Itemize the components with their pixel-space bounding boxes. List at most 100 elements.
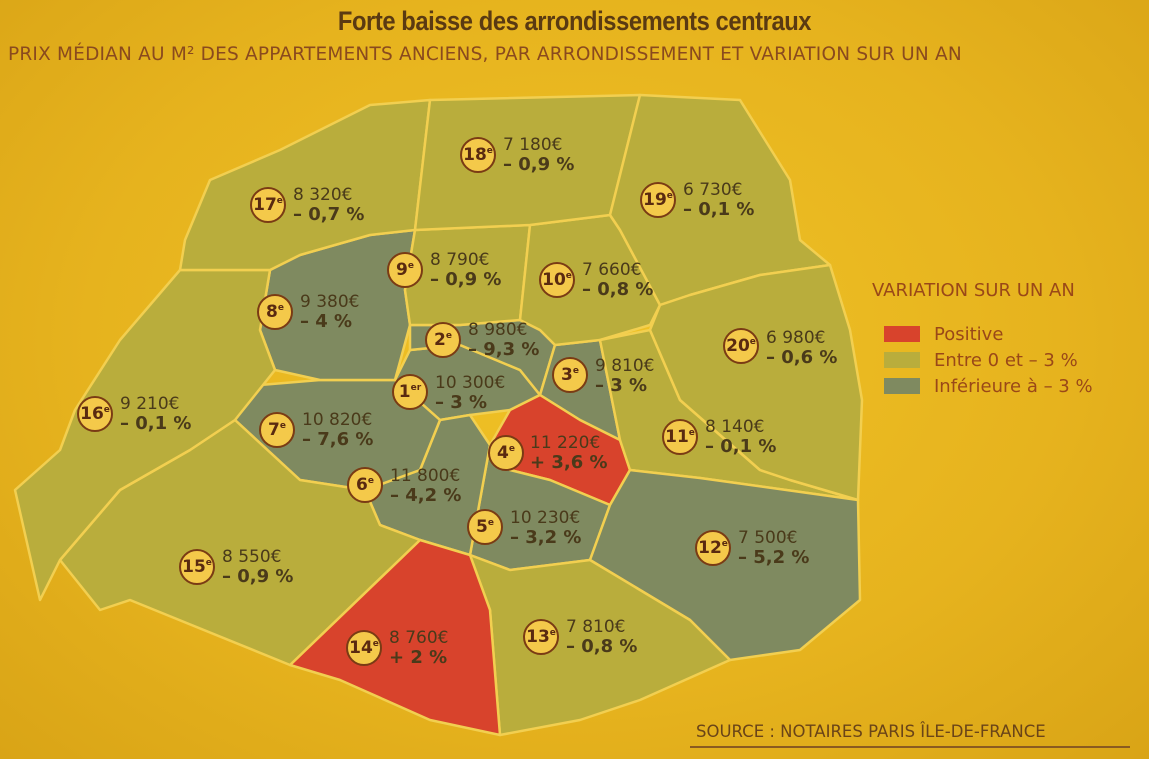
- district-price: 8 790€: [430, 250, 490, 270]
- district-price: 11 220€: [530, 433, 601, 453]
- district-suffix: e: [666, 191, 673, 201]
- district-price: 7 500€: [738, 528, 798, 548]
- district-label-19: 6 730€ – 0,1 %: [683, 180, 754, 220]
- district-variation: – 0,9 %: [430, 269, 502, 290]
- district-price: 6 980€: [766, 328, 826, 348]
- district-suffix: e: [487, 518, 494, 528]
- district-number: 8: [266, 302, 278, 322]
- district-variation: – 0,6 %: [766, 347, 838, 368]
- district-label-6: 11 800€ – 4,2 %: [390, 466, 461, 506]
- district-badge-20: 20 e: [723, 328, 759, 364]
- district-price: 8 760€: [389, 628, 449, 648]
- district-14: [288, 538, 502, 737]
- district-suffix: e: [572, 366, 579, 376]
- district-variation: – 3,2 %: [510, 527, 582, 548]
- legend-label: Inférieure à – 3 %: [934, 375, 1093, 397]
- legend-swatch: [884, 378, 920, 394]
- district-suffix: e: [549, 628, 556, 638]
- legend-swatch: [884, 326, 920, 342]
- district-suffix: e: [205, 558, 212, 568]
- district-suffix: e: [445, 331, 452, 341]
- district-number: 17: [253, 195, 277, 215]
- district-price: 8 550€: [222, 547, 282, 567]
- district-variation: – 3 %: [435, 392, 488, 413]
- legend-item-positive: Positive: [872, 321, 1093, 347]
- district-badge-19: 19 e: [640, 182, 676, 218]
- district-suffix: e: [508, 444, 515, 454]
- district-label-20: 6 980€ – 0,6 %: [766, 328, 837, 368]
- source-divider: [690, 746, 1130, 748]
- district-variation: – 4,2 %: [390, 485, 462, 506]
- district-badge-18: 18 e: [460, 137, 496, 173]
- district-number: 4: [497, 443, 509, 463]
- legend: VARIATION SUR UN AN Positive Entre 0 et …: [872, 280, 1093, 399]
- district-label-7: 10 820€ – 7,6 %: [302, 410, 373, 450]
- district-suffix: e: [372, 639, 379, 649]
- district-number: 15: [182, 557, 206, 577]
- legend-label: Entre 0 et – 3 %: [934, 349, 1078, 371]
- district-price: 6 730€: [683, 180, 743, 200]
- district-price: 8 980€: [468, 320, 528, 340]
- district-badge-14: 14 e: [346, 630, 382, 666]
- district-price: 10 230€: [510, 508, 581, 528]
- district-variation: – 0,8 %: [582, 279, 654, 300]
- district-number: 19: [643, 190, 667, 210]
- district-badge-12: 12 e: [695, 530, 731, 566]
- district-number: 13: [526, 627, 550, 647]
- district-suffix: e: [103, 405, 110, 415]
- legend-item-mid: Entre 0 et – 3 %: [872, 347, 1093, 373]
- district-number: 20: [726, 336, 750, 356]
- district-number: 9: [396, 260, 408, 280]
- district-badge-10: 10 e: [539, 262, 575, 298]
- district-number: 10: [542, 270, 566, 290]
- district-variation: + 3,6 %: [530, 452, 608, 473]
- district-price: 7 180€: [503, 135, 563, 155]
- district-label-12: 7 500€ – 5,2 %: [738, 528, 809, 568]
- district-label-2: 8 980€ – 9,3 %: [468, 320, 539, 360]
- district-label-3: 9 810€ – 3 %: [595, 356, 654, 396]
- district-number: 1: [398, 382, 411, 402]
- district-label-18: 7 180€ – 0,9 %: [503, 135, 574, 175]
- district-number: 12: [698, 538, 722, 558]
- district-badge-17: 17 e: [250, 187, 286, 223]
- district-number: 6: [356, 475, 368, 495]
- district-label-14: 8 760€ + 2 %: [389, 628, 448, 668]
- district-variation: – 0,7 %: [293, 204, 365, 225]
- district-suffix: e: [407, 261, 414, 271]
- district-label-8: 9 380€ – 4 %: [300, 292, 359, 332]
- district-label-15: 8 550€ – 0,9 %: [222, 547, 293, 587]
- district-label-4: 11 220€ + 3,6 %: [530, 433, 608, 473]
- district-price: 9 380€: [300, 292, 360, 312]
- district-price: 8 140€: [705, 417, 765, 437]
- map-title: Forte baisse des arrondissements centrau…: [337, 6, 812, 36]
- district-badge-11: 11 e: [662, 419, 698, 455]
- district-price: 11 800€: [390, 466, 461, 486]
- district-variation: – 0,8 %: [566, 636, 638, 657]
- district-17: [178, 98, 432, 272]
- district-number: 3: [561, 365, 573, 385]
- legend-item-low: Inférieure à – 3 %: [872, 373, 1093, 399]
- district-16: [13, 268, 277, 602]
- district-number: 16: [80, 404, 104, 424]
- district-variation: – 0,1 %: [705, 436, 777, 457]
- district-label-11: 8 140€ – 0,1 %: [705, 417, 776, 457]
- district-suffix: e: [749, 337, 756, 347]
- district-suffix: e: [277, 303, 284, 313]
- district-price: 9 810€: [595, 356, 655, 376]
- district-suffix: e: [367, 476, 374, 486]
- district-variation: – 0,9 %: [503, 154, 575, 175]
- district-price: 8 320€: [293, 185, 353, 205]
- district-number: 7: [268, 420, 280, 440]
- district-price: 9 210€: [120, 394, 180, 414]
- district-badge-13: 13 e: [523, 619, 559, 655]
- district-number: 5: [476, 517, 488, 537]
- district-suffix: e: [688, 428, 695, 438]
- district-label-13: 7 810€ – 0,8 %: [566, 617, 637, 657]
- legend-label: Positive: [934, 323, 1004, 345]
